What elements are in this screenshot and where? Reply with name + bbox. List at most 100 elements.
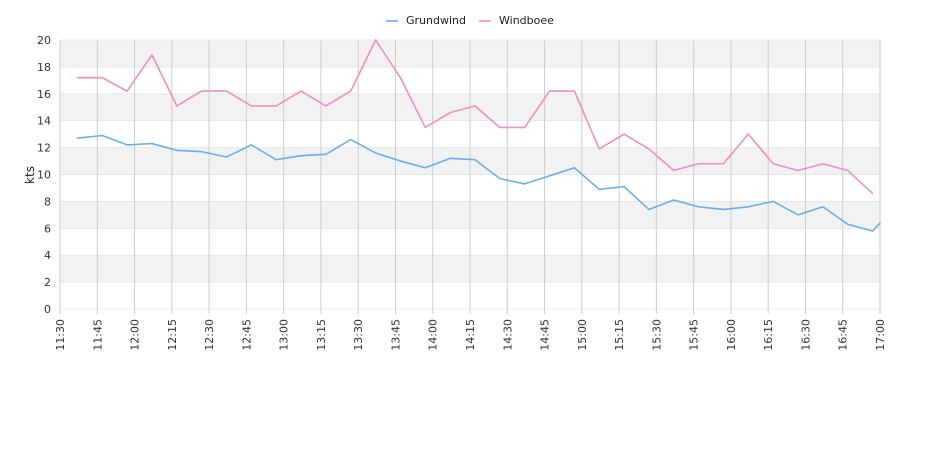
legend-label: Grundwind (406, 14, 466, 27)
data-point (449, 112, 451, 114)
data-point (399, 77, 402, 79)
data-point (176, 105, 178, 107)
x-tick-label: 17:00 (874, 319, 887, 351)
data-point (747, 133, 749, 135)
y-tick-label: 10 (37, 169, 51, 182)
data-point (673, 169, 675, 172)
y-tick-label: 16 (37, 88, 51, 101)
y-tick-label: 18 (37, 61, 51, 74)
data-point (350, 138, 352, 141)
data-point (722, 163, 725, 165)
data-point (747, 206, 749, 208)
y-tick-label: 6 (44, 222, 51, 235)
y-axis-ticks: 0 2 4 6 8 10 12 14 16 18 20 (37, 34, 51, 316)
data-point (250, 144, 252, 146)
data-point (101, 134, 103, 137)
data-point (474, 105, 476, 107)
data-point (424, 167, 426, 169)
x-tick-label: 16:30 (799, 319, 812, 351)
data-point (374, 152, 377, 154)
x-tick-label: 12:30 (203, 319, 216, 351)
data-point (573, 90, 575, 92)
data-point (847, 223, 849, 225)
data-point (275, 105, 277, 107)
y-tick-label: 0 (44, 303, 51, 316)
data-point (201, 151, 203, 153)
x-tick-label: 14:30 (501, 319, 514, 351)
data-point (275, 159, 277, 161)
vertical-gridlines (59, 40, 881, 314)
data-point (474, 159, 476, 161)
data-point (722, 208, 725, 211)
data-point (151, 142, 153, 145)
data-point (822, 206, 824, 208)
data-point (822, 163, 824, 165)
legend-label: Windboee (499, 14, 554, 27)
data-point (325, 153, 327, 155)
legend-item-windboee[interactable]: Windboee (479, 14, 554, 27)
y-tick-label: 12 (37, 142, 51, 155)
data-point (300, 155, 302, 157)
x-tick-label: 16:45 (837, 319, 850, 351)
x-tick-label: 16:15 (762, 319, 775, 351)
x-tick-label: 13:00 (278, 319, 291, 351)
data-point (879, 222, 881, 224)
y-tick-label: 20 (37, 34, 51, 47)
data-point (201, 90, 203, 92)
series-layer (76, 39, 881, 232)
data-point (225, 90, 228, 92)
data-point (151, 54, 153, 56)
y-axis-title: kts (23, 166, 37, 184)
x-tick-label: 15:00 (576, 319, 589, 351)
y-tick-label: 2 (44, 276, 51, 289)
series-grundwind (76, 134, 881, 232)
data-point (623, 133, 625, 135)
data-point (797, 169, 799, 172)
legend-item-grundwind[interactable]: Grundwind (386, 14, 466, 27)
x-tick-label: 15:30 (650, 319, 663, 351)
data-point (847, 169, 849, 172)
x-tick-label: 16:00 (725, 319, 738, 351)
data-point (524, 126, 526, 129)
data-point (499, 126, 501, 129)
data-point (524, 183, 526, 185)
data-point (499, 177, 501, 180)
x-tick-label: 11:30 (54, 319, 67, 351)
data-point (598, 148, 600, 150)
data-point (449, 157, 451, 159)
data-point (76, 137, 78, 139)
data-point (374, 39, 377, 41)
x-tick-label: 11:45 (91, 319, 104, 351)
data-point (325, 105, 327, 107)
data-point (698, 163, 700, 165)
x-tick-label: 14:15 (464, 319, 477, 351)
y-tick-label: 8 (44, 195, 51, 208)
legend[interactable]: Grundwind Windboee (386, 14, 554, 27)
data-point (772, 163, 774, 165)
data-point (399, 160, 402, 162)
data-point (300, 90, 302, 92)
data-point (126, 90, 128, 92)
data-point (648, 148, 650, 150)
data-point (548, 175, 551, 177)
x-tick-label: 14:45 (539, 319, 552, 351)
data-point (101, 77, 103, 79)
y-tick-label: 4 (44, 249, 51, 262)
data-point (871, 192, 874, 194)
x-tick-label: 14:00 (427, 319, 440, 351)
x-axis-ticks: 11:30 11:45 12:00 12:15 12:30 12:45 13:00 13:15… (54, 319, 887, 351)
x-tick-label: 13:30 (352, 319, 365, 351)
data-point (250, 105, 252, 107)
data-point (797, 214, 799, 216)
data-point (176, 149, 178, 151)
x-tick-label: 13:15 (315, 319, 328, 351)
data-point (548, 90, 551, 92)
data-point (648, 208, 650, 211)
data-point (772, 200, 774, 202)
data-point (126, 144, 128, 146)
data-point (598, 188, 600, 190)
series-windboee (76, 39, 874, 195)
data-point (76, 77, 78, 79)
data-point (225, 156, 228, 158)
